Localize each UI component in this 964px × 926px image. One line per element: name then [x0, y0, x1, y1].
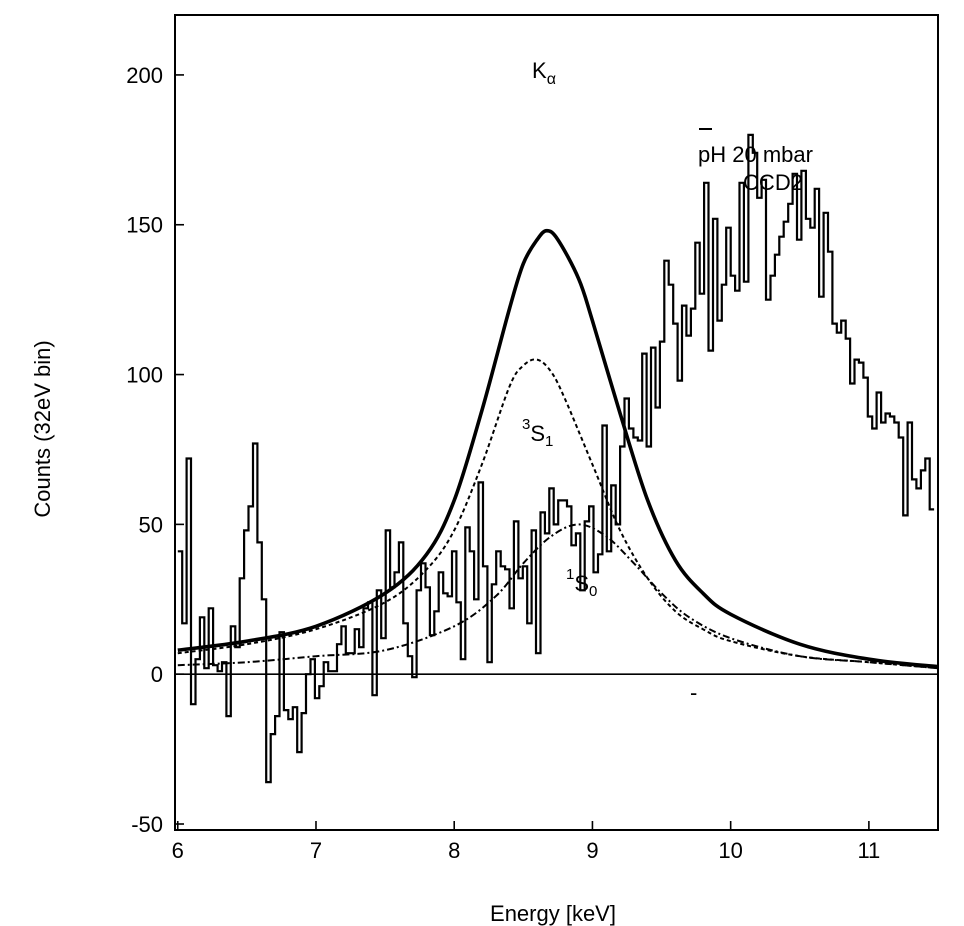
singlet-main: S [574, 571, 589, 596]
peak-label-sub: α [547, 71, 556, 88]
x-tick-label: 6 [172, 838, 184, 863]
y-axis-label: Counts (32eV bin) [30, 340, 55, 517]
series-layer [177, 133, 939, 784]
peak-label: Kα [532, 58, 556, 88]
total-fit-curve [177, 228, 939, 669]
target-p: p [698, 142, 710, 167]
x-tick-label: 10 [718, 838, 742, 863]
detector-label: CCD2 [743, 170, 803, 195]
singlet-1s0-curve [177, 523, 939, 670]
triplet-sub: 1 [545, 433, 553, 450]
stray-dash: - [690, 680, 697, 705]
target-label: pH 20 mbar [698, 142, 813, 167]
y-axis-ticks: -50 0 50 100 150 200 [126, 63, 184, 837]
triplet-label: 3S1 [522, 416, 553, 450]
y-tick-label: 200 [126, 63, 163, 88]
plot-frame [174, 14, 939, 831]
triplet-sup: 3 [522, 416, 530, 433]
y-tick-label: 150 [126, 213, 163, 238]
x-tick-label: 9 [586, 838, 598, 863]
peak-label-main: K [532, 58, 547, 83]
singlet-sub: 0 [589, 583, 597, 600]
y-tick-label: 0 [151, 662, 163, 687]
data-histogram [177, 133, 935, 784]
x-axis-label: Energy [keV] [490, 901, 616, 926]
singlet-label: 1S0 [566, 566, 597, 600]
x-axis-ticks: 6 7 8 9 10 11 [172, 821, 880, 863]
y-tick-label: -50 [131, 812, 163, 837]
x-tick-label: 11 [857, 838, 880, 863]
triplet-main: S [530, 421, 545, 446]
x-tick-label: 8 [448, 838, 460, 863]
x-tick-label: 7 [310, 838, 322, 863]
y-tick-label: 100 [126, 363, 163, 388]
target-rest: H 20 mbar [710, 142, 813, 167]
singlet-sup: 1 [566, 566, 574, 583]
y-tick-label: 50 [139, 512, 163, 537]
